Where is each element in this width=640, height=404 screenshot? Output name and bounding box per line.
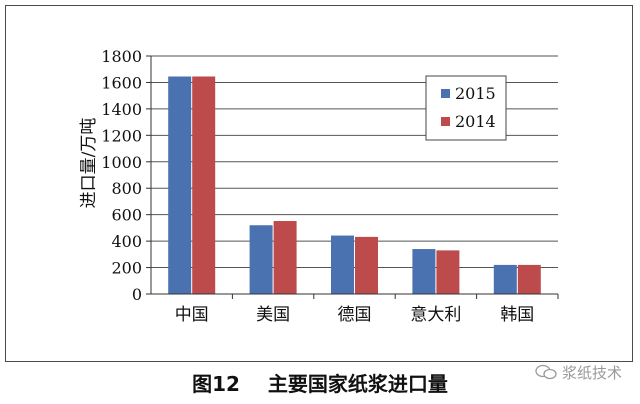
- legend-label-2015: 2015: [455, 84, 496, 103]
- y-tick-label: 1200: [101, 126, 142, 145]
- y-tick-label: 0: [132, 285, 142, 304]
- bar-2015-4: [493, 264, 517, 294]
- y-tick-label: 400: [111, 232, 142, 251]
- chart-frame: [5, 5, 633, 362]
- bar-2014-4: [517, 264, 541, 294]
- figure-caption: 图12 主要国家纸浆进口量: [0, 368, 640, 397]
- bar-2015-2: [331, 235, 354, 294]
- y-tick-labels: 0 200 400 600 800 1000 1200 1400 1600 1800: [101, 47, 151, 304]
- y-tick-label: 1600: [101, 73, 142, 92]
- legend-box: [425, 75, 507, 141]
- watermark: 浆纸技术: [535, 362, 622, 383]
- bars: [168, 76, 541, 294]
- x-tick-label: 意大利: [410, 305, 461, 325]
- y-axis-label: 进口量/万吨: [79, 118, 99, 209]
- figure-title: 主要国家纸浆进口量: [267, 372, 448, 396]
- watermark-text: 浆纸技术: [561, 364, 622, 382]
- legend: 2015 2014: [425, 75, 507, 141]
- y-tick-label: 1800: [101, 47, 142, 66]
- bar-2015-3: [412, 249, 436, 294]
- wechat-icon: [535, 364, 557, 380]
- figure-number: 图12: [192, 372, 240, 396]
- bar-2014-2: [355, 236, 378, 294]
- x-tick-labels: 中国 美国 德国 意大利 韩国: [175, 294, 559, 325]
- bar-2014-3: [436, 250, 460, 294]
- bar-2014-0: [192, 76, 216, 294]
- y-tick-label: 200: [111, 259, 142, 278]
- y-tick-label: 1000: [101, 153, 142, 172]
- x-tick-label: 中国: [175, 305, 209, 325]
- x-tick-label: 韩国: [500, 305, 534, 325]
- y-tick-label: 1400: [101, 100, 142, 119]
- bar-2015-1: [249, 225, 273, 294]
- y-tick-label: 800: [111, 179, 142, 198]
- axes: [150, 56, 558, 295]
- y-tick-label: 600: [111, 206, 142, 225]
- x-tick-label: 德国: [338, 305, 372, 325]
- x-tick-label: 美国: [256, 305, 290, 325]
- bar-2015-0: [168, 76, 192, 294]
- legend-swatch-2015: [441, 89, 450, 98]
- gridlines: [151, 55, 558, 269]
- legend-swatch-2014: [441, 117, 450, 126]
- bar-2014-1: [273, 221, 297, 294]
- legend-label-2014: 2014: [455, 112, 496, 131]
